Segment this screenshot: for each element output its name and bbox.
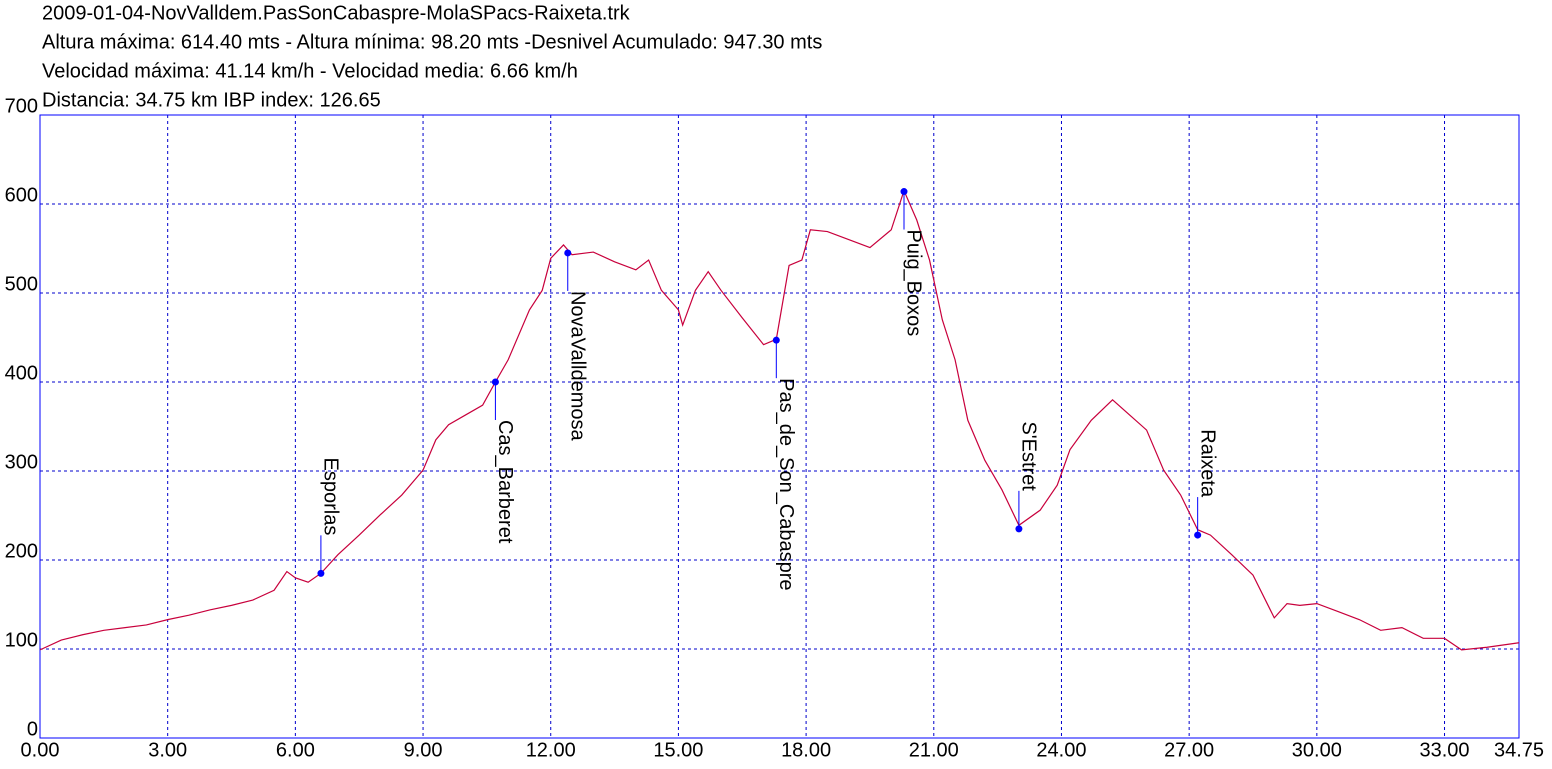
y-tick-label: 400 [5,362,38,384]
subtitle: Distancia: 34.75 km IBP index: 126.65 [42,89,381,111]
x-tick-label: 18.00 [781,739,831,761]
y-tick-label: 500 [5,273,38,295]
waypoint [772,336,780,344]
y-tick-label: 100 [5,629,38,651]
waypoint-label: Pas_de_Son_Cabaspre [775,378,797,590]
x-tick-label: 34.75 [1494,739,1544,761]
chart-title: 2009-01-04-NovValldem.PasSonCabaspre-Mol… [42,2,631,24]
waypoint-label: Raixeta [1196,429,1218,498]
waypoint [317,569,325,577]
waypoint-label: Esporlas [320,458,342,536]
waypoint-label: S'Estret [1018,421,1040,491]
waypoint [900,188,908,196]
subtitle: Velocidad máxima: 41.14 km/h - Velocidad… [42,60,578,82]
x-tick-label: 6.00 [276,739,315,761]
y-tick-label: 700 [5,95,38,117]
waypoint-label: Puig_Boxos [903,230,925,337]
x-tick-label: 3.00 [148,739,187,761]
elevation-line [39,188,1520,651]
y-tick-label: 0 [27,718,38,740]
x-tick-label: 24.00 [1036,739,1086,761]
x-tick-label: 21.00 [909,739,959,761]
y-tick-label: 600 [5,184,38,206]
y-tick-label: 300 [5,451,38,473]
waypoint [1194,531,1202,539]
x-tick-label: 15.00 [653,739,703,761]
x-tick-label: 12.00 [526,739,576,761]
x-tick-label: 0.00 [21,739,60,761]
waypoint [564,249,572,257]
x-tick-label: 30.00 [1292,739,1342,761]
y-tick-label: 200 [5,540,38,562]
waypoint-label: Cas_Barberet [494,420,516,544]
waypoint-label: NovaValldemosa [566,291,588,442]
subtitle: Altura máxima: 614.40 mts - Altura mínim… [42,31,822,53]
plot-border [39,114,1520,739]
x-tick-label: 27.00 [1164,739,1214,761]
x-tick-label: 33.00 [1419,739,1469,761]
waypoint [1015,525,1023,533]
waypoint [491,378,499,386]
x-tick-label: 9.00 [404,739,443,761]
